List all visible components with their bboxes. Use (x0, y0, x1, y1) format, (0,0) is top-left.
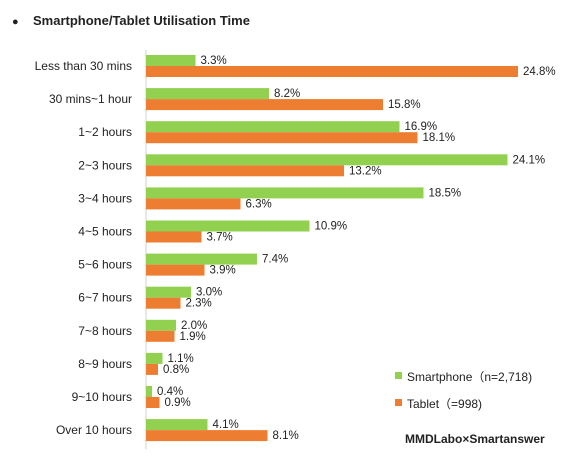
value-label-tablet: 0.9% (165, 397, 191, 409)
bar-tablet (146, 132, 418, 144)
bar-smartphone (146, 55, 196, 66)
legend: Smartphone（n=2,718) Tablet（=998) (395, 370, 532, 411)
category-label: 7~8 hours (78, 324, 132, 338)
bar-smartphone (146, 352, 163, 364)
bar-tablet (146, 66, 518, 77)
value-label-smartphone: 2.0% (181, 320, 207, 332)
bar-smartphone (146, 319, 176, 331)
bar-smartphone (146, 154, 508, 166)
value-label-tablet: 15.8% (388, 99, 421, 111)
value-label-tablet: 6.3% (246, 198, 272, 210)
category-label: Less than 30 mins (35, 59, 132, 73)
bar-tablet (146, 165, 344, 177)
value-label-tablet: 0.8% (163, 364, 189, 376)
value-label-tablet: 8.1% (273, 430, 299, 442)
value-label-smartphone: 16.9% (405, 121, 438, 133)
bar-tablet (146, 231, 202, 243)
chart-title-text: Smartphone/Tablet Utilisation Time (33, 13, 250, 28)
value-label-smartphone: 0.4% (157, 386, 183, 398)
legend-label-tablet: Tablet（=998) (407, 397, 482, 411)
value-label-smartphone: 4.1% (213, 419, 239, 431)
title-bullet: ● (12, 16, 19, 28)
value-label-smartphone: 3.0% (196, 287, 222, 299)
value-label-tablet: 1.9% (180, 331, 206, 343)
value-label-tablet: 2.3% (186, 298, 212, 310)
bar-smartphone (146, 253, 257, 265)
bar-smartphone (146, 419, 208, 431)
value-labels: 3.3% 24.8% 8.2% 15.8% 16.9%18.1% 24.1% 13.2% 18… (157, 55, 556, 442)
value-label-smartphone: 3.3% (201, 55, 227, 67)
category-label: 8~9 hours (78, 357, 132, 371)
category-label: 9~10 hours (72, 390, 132, 404)
bar-tablet (146, 430, 268, 442)
value-label-smartphone: 10.9% (315, 221, 348, 233)
category-label: 6~7 hours (78, 291, 132, 305)
bars-layer (146, 55, 518, 442)
chart-title: ● Smartphone/Tablet Utilisation Time (12, 13, 250, 28)
bar-smartphone (146, 220, 310, 232)
bar-tablet (146, 198, 241, 210)
category-label: 30 mins~1 hour (49, 92, 132, 106)
category-label: Over 10 hours (56, 423, 132, 437)
legend-label-smartphone: Smartphone（n=2,718) (407, 370, 532, 384)
bar-smartphone (146, 187, 424, 199)
bar-tablet (146, 99, 383, 111)
bar-tablet (146, 397, 160, 408)
credit-text: MMDLabo×Smartanswer (405, 432, 545, 446)
legend-swatch-tablet (395, 399, 402, 406)
value-label-smartphone: 7.4% (262, 254, 288, 266)
bar-smartphone (146, 121, 400, 133)
legend-item-tablet: Tablet（=998) (395, 397, 482, 411)
value-label-smartphone: 1.1% (168, 353, 194, 365)
bar-tablet (146, 297, 181, 309)
bar-tablet (146, 330, 175, 342)
value-label-tablet: 24.8% (523, 66, 556, 78)
bar-tablet (146, 363, 158, 375)
value-label-smartphone: 18.5% (429, 187, 462, 199)
bar-smartphone (146, 286, 191, 298)
legend-item-smartphone: Smartphone（n=2,718) (395, 370, 532, 384)
value-label-smartphone: 24.1% (513, 154, 546, 166)
legend-swatch-smartphone (395, 372, 402, 379)
value-label-tablet: 18.1% (423, 132, 456, 144)
category-labels: Less than 30 mins 30 mins~1 hour 1~2 hours… (35, 59, 132, 437)
bar-smartphone (146, 88, 269, 100)
value-label-tablet: 13.2% (349, 165, 382, 177)
category-label: 5~6 hours (78, 258, 132, 272)
category-label: 1~2 hours (78, 125, 132, 139)
bar-smartphone (146, 386, 152, 397)
category-label: 2~3 hours (78, 158, 132, 172)
value-label-tablet: 3.9% (210, 265, 236, 277)
bar-tablet (146, 264, 205, 276)
category-label: 3~4 hours (78, 191, 132, 205)
value-label-smartphone: 8.2% (274, 88, 300, 100)
category-label: 4~5 hours (78, 225, 132, 239)
value-label-tablet: 3.7% (207, 232, 233, 244)
